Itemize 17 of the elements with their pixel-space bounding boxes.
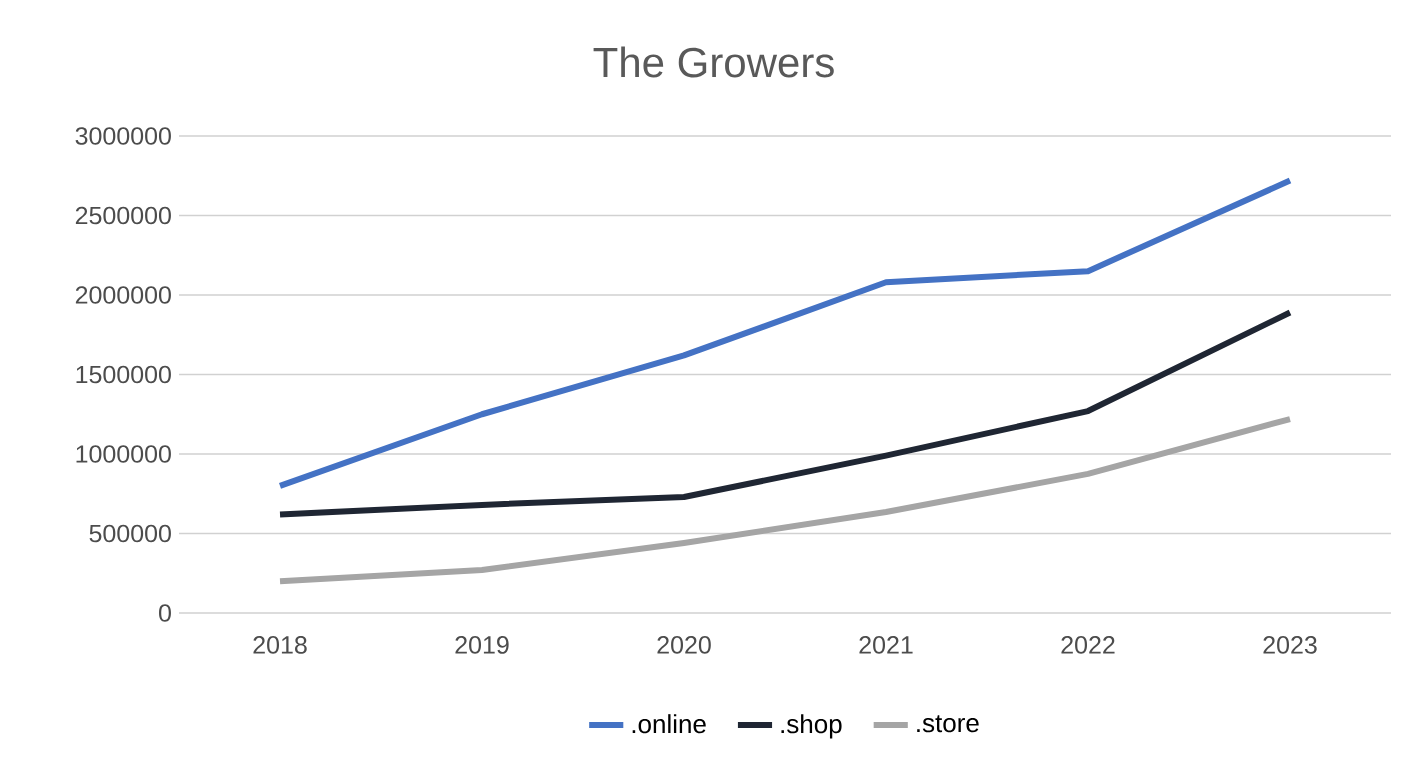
x-tick-label: 2020 xyxy=(657,636,711,654)
legend-label: .shop xyxy=(781,714,842,739)
y-tick-label: 1500000 xyxy=(76,365,171,384)
x-tick-label: 2018 xyxy=(253,636,307,654)
x-tick-label: 2023 xyxy=(1263,636,1317,654)
y-tick-label: 2500000 xyxy=(75,206,171,225)
y-tick-label: 3000000 xyxy=(75,127,171,145)
y-tick-label: 1000000 xyxy=(76,445,171,463)
x-tick-label: 2019 xyxy=(455,636,509,654)
legend-label: .online xyxy=(632,714,706,734)
y-tick-label: 500000 xyxy=(89,524,171,543)
x-tick-label: 2022 xyxy=(1061,636,1115,654)
chart-title: The Growers xyxy=(593,46,834,78)
x-tick-label: 2021 xyxy=(859,636,913,654)
y-tick-label: 0 xyxy=(159,604,171,622)
legend-label: .store xyxy=(917,715,979,733)
y-tick-label: 2000000 xyxy=(75,286,171,304)
